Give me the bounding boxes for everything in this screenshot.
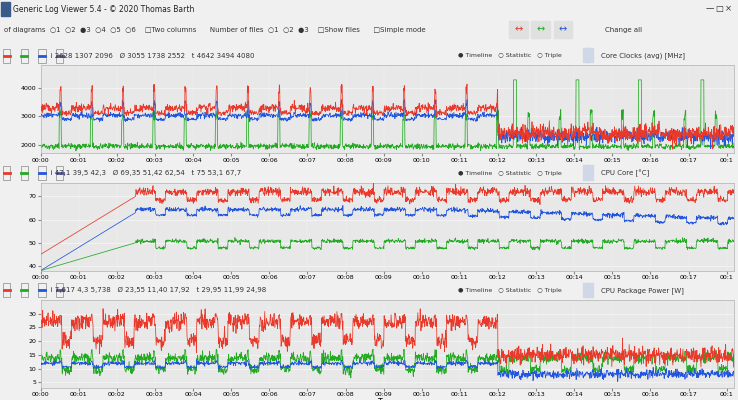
Text: CPU Package Power [W]: CPU Package Power [W] xyxy=(601,287,684,294)
Bar xyxy=(583,165,590,181)
Text: CPU Core [°C]: CPU Core [°C] xyxy=(601,169,649,177)
Bar xyxy=(56,49,63,62)
Text: ● Timeline   ○ Statistic   ○ Triple: ● Timeline ○ Statistic ○ Triple xyxy=(458,170,562,176)
Bar xyxy=(3,166,10,180)
Bar xyxy=(583,48,590,64)
X-axis label: Time: Time xyxy=(378,398,397,400)
Text: ×: × xyxy=(725,4,732,14)
Text: Change all: Change all xyxy=(605,26,642,33)
Text: ↔: ↔ xyxy=(559,25,567,35)
Bar xyxy=(38,49,46,62)
Bar xyxy=(583,282,590,298)
Text: i 47,1 39,5 42,3   Ø 69,35 51,42 62,54   t 75 53,1 67,7: i 47,1 39,5 42,3 Ø 69,35 51,42 62,54 t 7… xyxy=(46,170,241,176)
Bar xyxy=(56,166,63,180)
Bar xyxy=(509,22,528,38)
Text: Generic Log Viewer 5.4 - © 2020 Thomas Barth: Generic Log Viewer 5.4 - © 2020 Thomas B… xyxy=(13,4,195,14)
Bar xyxy=(21,284,28,297)
Bar xyxy=(587,48,594,64)
Bar xyxy=(56,284,63,297)
Text: i 2628 1307 2096   Ø 3055 1738 2552   t 4642 3494 4080: i 2628 1307 2096 Ø 3055 1738 2552 t 4642… xyxy=(46,53,255,59)
Bar xyxy=(587,282,594,298)
Bar xyxy=(587,165,594,181)
Bar xyxy=(3,49,10,62)
Bar xyxy=(3,284,10,297)
Text: □: □ xyxy=(715,4,723,14)
Bar xyxy=(38,284,46,297)
Bar xyxy=(531,22,550,38)
Bar xyxy=(554,22,572,38)
Bar xyxy=(21,166,28,180)
Text: ↔: ↔ xyxy=(537,25,545,35)
Bar xyxy=(1,2,10,16)
Text: i 7,617 4,3 5,738   Ø 23,55 11,40 17,92   t 29,95 11,99 24,98: i 7,617 4,3 5,738 Ø 23,55 11,40 17,92 t … xyxy=(46,287,266,293)
Text: of diagrams  ○1  ○2  ●3  ○4  ○5  ○6    □Two columns      Number of files  ○1  ○2: of diagrams ○1 ○2 ●3 ○4 ○5 ○6 □Two colum… xyxy=(4,26,425,33)
Text: ● Timeline   ○ Statistic   ○ Triple: ● Timeline ○ Statistic ○ Triple xyxy=(458,288,562,293)
Text: ↔: ↔ xyxy=(514,25,523,35)
Bar xyxy=(21,49,28,62)
Text: —: — xyxy=(706,4,714,14)
Text: Core Clocks (avg) [MHz]: Core Clocks (avg) [MHz] xyxy=(601,52,686,59)
Text: ● Timeline   ○ Statistic   ○ Triple: ● Timeline ○ Statistic ○ Triple xyxy=(458,53,562,58)
Bar xyxy=(38,166,46,180)
